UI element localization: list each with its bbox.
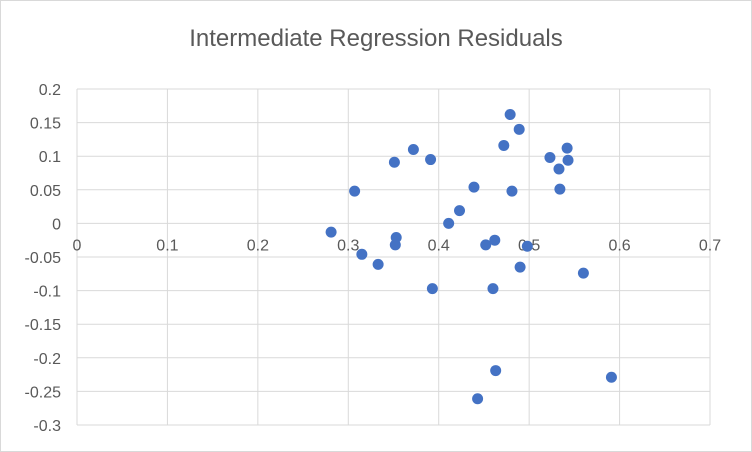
data-point — [521, 240, 533, 252]
data-point — [426, 283, 438, 295]
y-tick-label: 0.15 — [30, 116, 61, 133]
y-tick-label: 0 — [52, 216, 61, 233]
data-point — [472, 393, 484, 405]
x-tick-label: 0.4 — [428, 237, 450, 254]
data-point — [561, 142, 573, 154]
data-point — [425, 154, 437, 166]
data-point — [562, 154, 574, 166]
data-point — [544, 152, 556, 164]
y-tick-label: -0.25 — [25, 384, 62, 401]
y-tick-label: 0.2 — [39, 82, 61, 99]
y-tick-label: -0.05 — [25, 250, 62, 267]
data-point — [388, 156, 400, 168]
y-tick-label: 0.05 — [30, 183, 61, 200]
data-point — [554, 183, 566, 195]
data-point — [514, 261, 526, 273]
chart-title: Intermediate Regression Residuals — [189, 25, 563, 52]
data-point — [356, 248, 368, 260]
data-point — [480, 239, 492, 251]
data-point — [577, 267, 589, 279]
data-point — [513, 123, 525, 135]
data-point — [325, 226, 337, 238]
data-point — [489, 234, 501, 246]
data-point — [605, 371, 617, 383]
data-point — [506, 185, 518, 197]
y-tick-label: -0.2 — [33, 351, 61, 368]
x-tick-label: 0.3 — [337, 237, 359, 254]
y-tick-label: 0.1 — [39, 149, 61, 166]
x-tick-label: 0.6 — [608, 237, 630, 254]
data-point — [498, 139, 510, 151]
data-point — [349, 185, 361, 197]
data-point — [372, 258, 384, 270]
data-point — [468, 181, 480, 193]
x-tick-label: 0 — [73, 237, 82, 254]
data-point — [390, 232, 402, 244]
data-point — [407, 143, 419, 155]
x-tick-label: 0.2 — [247, 237, 269, 254]
data-point — [490, 365, 502, 377]
data-point — [454, 205, 466, 217]
y-tick-label: -0.3 — [33, 418, 61, 435]
data-point — [443, 217, 455, 229]
data-point — [504, 109, 516, 121]
x-tick-label: 0.1 — [156, 237, 178, 254]
data-point — [553, 163, 565, 175]
y-tick-label: -0.1 — [33, 284, 61, 301]
x-tick-label: 0.7 — [699, 237, 721, 254]
y-tick-label: -0.15 — [25, 317, 62, 334]
data-point — [487, 283, 499, 295]
